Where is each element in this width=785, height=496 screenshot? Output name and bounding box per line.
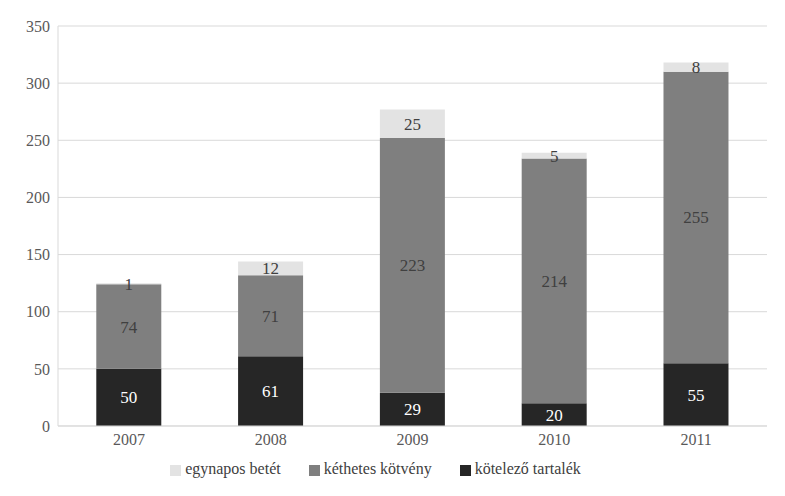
svg-text:223: 223 bbox=[400, 256, 426, 275]
svg-text:200: 200 bbox=[26, 189, 50, 206]
svg-text:0: 0 bbox=[42, 418, 50, 435]
svg-text:71: 71 bbox=[262, 307, 279, 326]
svg-text:61: 61 bbox=[262, 382, 279, 401]
svg-text:150: 150 bbox=[26, 246, 50, 263]
html-text:kötelező tartalék: kötelező tartalék bbox=[474, 460, 581, 477]
svg-text:29: 29 bbox=[404, 400, 421, 419]
html-text:egynapos betét: egynapos betét bbox=[185, 460, 281, 477]
svg-text:214: 214 bbox=[541, 272, 567, 291]
svg-text:300: 300 bbox=[26, 75, 50, 92]
svg-text:25: 25 bbox=[404, 115, 421, 134]
svg-text:50: 50 bbox=[120, 388, 137, 407]
svg-text:2007: 2007 bbox=[113, 431, 145, 448]
svg-text:2010: 2010 bbox=[538, 431, 570, 448]
svg-text:8: 8 bbox=[692, 58, 701, 77]
html-text:kéthetes kötvény: kéthetes kötvény bbox=[323, 460, 432, 477]
svg-text:1: 1 bbox=[125, 275, 134, 294]
svg-text:74: 74 bbox=[120, 318, 138, 337]
svg-text:250: 250 bbox=[26, 132, 50, 149]
svg-text:55: 55 bbox=[687, 386, 704, 405]
svg-text:5: 5 bbox=[550, 147, 559, 166]
svg-text:20: 20 bbox=[546, 406, 563, 425]
svg-text:2011: 2011 bbox=[680, 431, 711, 448]
svg-text:2009: 2009 bbox=[397, 431, 429, 448]
svg-text:255: 255 bbox=[683, 208, 709, 227]
svg-text:100: 100 bbox=[26, 303, 50, 320]
svg-text:12: 12 bbox=[262, 259, 279, 278]
svg-text:2008: 2008 bbox=[255, 431, 287, 448]
svg-text:50: 50 bbox=[34, 361, 50, 378]
svg-text:350: 350 bbox=[26, 18, 50, 35]
